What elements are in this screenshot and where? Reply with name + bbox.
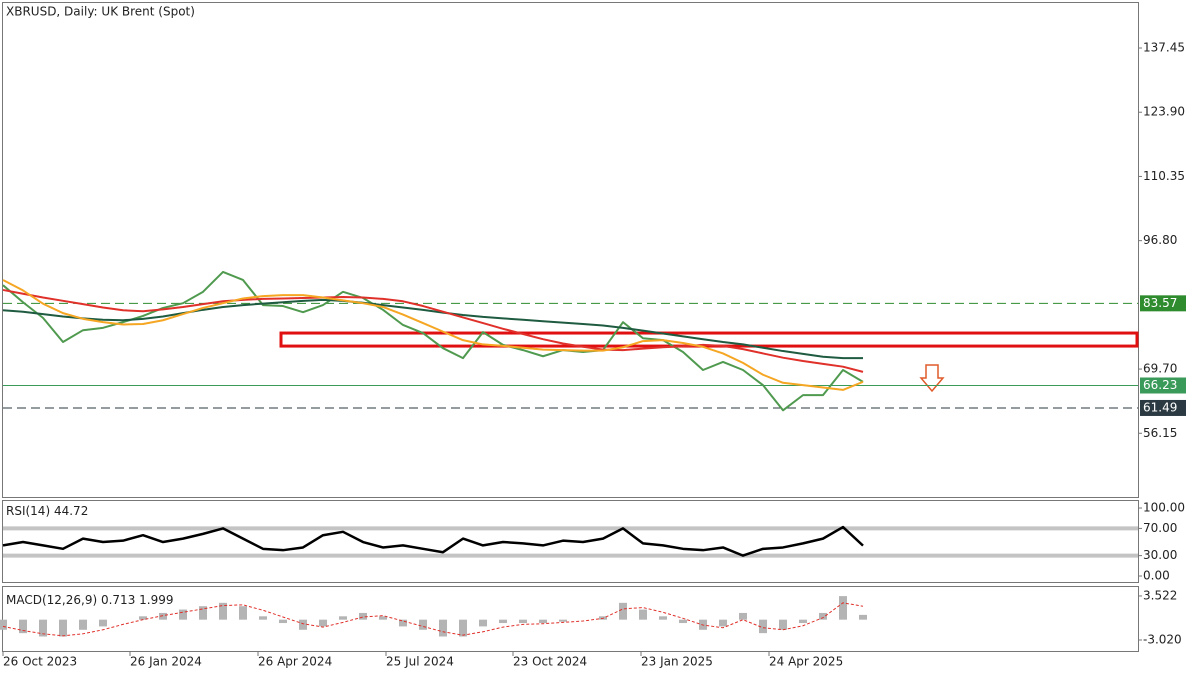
histogram-bar [559,619,567,622]
series-line [2,525,864,557]
y-tick-label: 30.00 [1143,548,1177,562]
histogram-bar [79,619,87,630]
histogram-bar [439,619,447,637]
x-tick-label: 23 Jan 2025 [641,655,713,669]
y-tick-label: 0.00 [1143,569,1170,583]
histogram-bar [819,612,827,620]
histogram-bar [399,619,407,627]
y-tick-label: 137.45 [1143,41,1185,55]
histogram-bar [19,619,27,634]
histogram-bar [379,616,387,620]
y-tick-label: 96.80 [1143,233,1177,247]
chart-title: XBRUSD, Daily: UK Brent (Spot) [6,5,195,19]
rsi-title: RSI(14) 44.72 [6,504,88,518]
histogram-bar [639,609,647,620]
rsi-panel [2,500,1139,583]
histogram-bar [239,606,247,620]
level-badge [1140,377,1186,394]
histogram-bar [59,619,67,637]
y-tick-label: 110.35 [1143,169,1185,183]
signal-line [2,602,864,637]
y-tick-label: 70.00 [1143,521,1177,535]
macd-value: 0.713 [101,593,135,607]
level-badge [1140,295,1186,312]
level-badge [1140,399,1186,416]
y-tick-label: 100.00 [1143,501,1185,515]
histogram-bar [679,619,687,624]
histogram-bar [739,612,747,620]
histogram-bar [179,609,187,620]
y-tick-label: 123.90 [1143,105,1185,119]
histogram-bar [259,616,267,620]
rsi-value: 44.72 [54,504,88,518]
y-tick-label: -3.020 [1143,633,1182,647]
histogram-bar [779,619,787,630]
histogram-bar [99,619,107,627]
x-tick-label: 25 Jul 2024 [386,655,454,669]
histogram-bar [659,616,667,620]
y-tick-label: 69.70 [1143,362,1177,376]
x-tick-label: 26 Jan 2024 [130,655,202,669]
macd-label: MACD(12,26,9) [6,593,97,607]
macd-panel [2,586,1139,652]
histogram-bar [0,619,7,630]
x-tick-label: 24 Apr 2025 [769,655,843,669]
level-label: 66.23 [1143,378,1177,392]
histogram-bar [419,619,427,630]
y-tick-label: 56.15 [1143,426,1177,440]
level-label: 61.49 [1143,400,1177,414]
series-line [2,288,864,373]
histogram-bar [519,619,527,624]
series-line [2,279,864,391]
histogram-bar [759,619,767,634]
histogram-bar [619,602,627,620]
histogram-bar [39,619,47,637]
histogram-bar [319,619,327,627]
histogram-bar [719,619,727,627]
histogram-bar [499,619,507,624]
x-tick-label: 26 Apr 2024 [258,655,332,669]
histogram-bar [139,616,147,620]
histogram-bar [539,619,547,624]
x-tick-label: 23 Oct 2024 [513,655,587,669]
histogram-bar [219,602,227,620]
y-tick-label: 3.522 [1143,588,1177,602]
signal-value: 1.999 [139,593,173,607]
histogram-bar [859,614,867,620]
macd-title: MACD(12,26,9) 0.713 1.999 [6,593,174,607]
histogram-bar [159,612,167,620]
price-panel [2,2,1139,498]
histogram-bar [199,606,207,620]
rsi-label: RSI(14) [6,504,50,518]
series-line [2,270,864,412]
histogram-bar [299,619,307,630]
histogram-bar [479,619,487,627]
histogram-bar [359,612,367,620]
histogram-bar [799,619,807,624]
level-label: 83.57 [1143,296,1177,310]
series-line [2,298,863,360]
histogram-bar [839,596,847,620]
histogram-bar [459,619,467,637]
down-arrow [919,364,945,393]
histogram-bar [279,619,287,624]
x-tick-label: 26 Oct 2023 [3,655,77,669]
histogram-bar [339,616,347,620]
